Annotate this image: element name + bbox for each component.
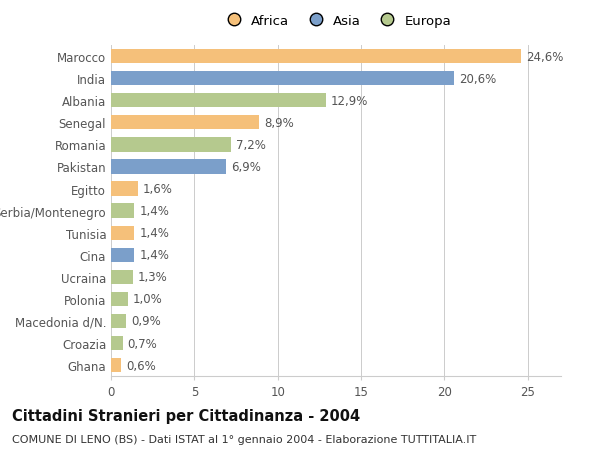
- Bar: [111, 182, 137, 196]
- Bar: [111, 292, 128, 307]
- Text: 1,4%: 1,4%: [139, 205, 169, 218]
- Legend: Africa, Asia, Europa: Africa, Asia, Europa: [215, 9, 457, 33]
- Text: 1,3%: 1,3%: [137, 271, 167, 284]
- Bar: [111, 204, 134, 218]
- Bar: [111, 314, 126, 329]
- Bar: [111, 336, 122, 351]
- Bar: [111, 270, 133, 285]
- Bar: [111, 248, 134, 263]
- Text: 1,4%: 1,4%: [139, 227, 169, 240]
- Text: 1,6%: 1,6%: [143, 183, 173, 196]
- Text: Cittadini Stranieri per Cittadinanza - 2004: Cittadini Stranieri per Cittadinanza - 2…: [12, 409, 360, 424]
- Text: 0,9%: 0,9%: [131, 315, 161, 328]
- Bar: [111, 72, 454, 86]
- Text: 1,4%: 1,4%: [139, 249, 169, 262]
- Text: 8,9%: 8,9%: [265, 117, 294, 129]
- Bar: [111, 116, 259, 130]
- Bar: [111, 160, 226, 174]
- Text: 12,9%: 12,9%: [331, 95, 368, 107]
- Bar: [111, 358, 121, 373]
- Text: 0,7%: 0,7%: [128, 337, 157, 350]
- Bar: [111, 138, 231, 152]
- Bar: [111, 94, 326, 108]
- Text: COMUNE DI LENO (BS) - Dati ISTAT al 1° gennaio 2004 - Elaborazione TUTTITALIA.IT: COMUNE DI LENO (BS) - Dati ISTAT al 1° g…: [12, 434, 476, 444]
- Text: 24,6%: 24,6%: [526, 50, 563, 63]
- Text: 6,9%: 6,9%: [231, 161, 261, 174]
- Bar: [111, 50, 521, 64]
- Bar: [111, 226, 134, 241]
- Text: 7,2%: 7,2%: [236, 139, 266, 151]
- Text: 0,6%: 0,6%: [126, 359, 156, 372]
- Text: 1,0%: 1,0%: [133, 293, 163, 306]
- Text: 20,6%: 20,6%: [460, 73, 497, 85]
